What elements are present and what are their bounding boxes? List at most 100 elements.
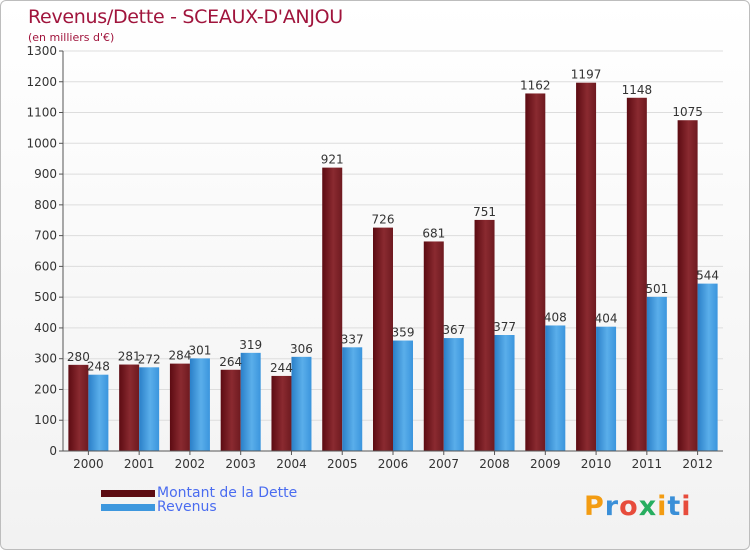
bar-revenus [189, 358, 210, 451]
bar-dette [322, 167, 343, 451]
y-tick-label: 0 [49, 444, 57, 458]
logo-letter: x [638, 491, 658, 522]
x-axis: 2000 2001 2002 2003 2004 2005 2006 2007 2008 2009… [63, 450, 723, 471]
bar-revenus [697, 283, 718, 451]
legend-swatch-revenus [101, 503, 155, 511]
bar-revenus [240, 352, 261, 451]
y-tick-label: 1300 [26, 44, 57, 58]
data-label-revenus: 301 [188, 343, 211, 357]
y-axis: 0 100 200 300 400 500 600 700 800 900 1000 1100 1200… [26, 44, 64, 458]
y-tick-label: 700 [34, 229, 57, 243]
data-label-revenus: 319 [239, 338, 262, 352]
x-tick-label: 2006 [378, 457, 409, 471]
data-label-dette: 244 [270, 361, 293, 375]
data-label-revenus: 404 [595, 312, 618, 326]
y-tick-label: 1100 [26, 106, 57, 120]
data-label-dette: 1148 [622, 83, 653, 97]
bar-revenus [291, 356, 312, 451]
bar-dette [119, 364, 140, 451]
y-tick-label: 500 [34, 290, 57, 304]
bar-dette [220, 369, 241, 451]
y-tick-label: 800 [34, 198, 57, 212]
bar-dette [576, 82, 597, 451]
bar-revenus [443, 338, 464, 451]
y-tick-label: 1200 [26, 75, 57, 89]
bar-revenus [342, 347, 363, 451]
bar-dette [525, 93, 546, 451]
data-label-revenus: 367 [442, 323, 465, 337]
data-label-dette: 921 [321, 153, 344, 167]
logo-letter: P [584, 491, 605, 522]
data-label-revenus: 359 [392, 326, 415, 340]
data-label-dette: 284 [168, 349, 191, 363]
bar-dette [373, 227, 393, 451]
bar-revenus [545, 325, 566, 451]
x-tick-label: 2002 [175, 457, 206, 471]
x-tick-label: 2008 [479, 457, 510, 471]
chart-title: Revenus/Dette - SCEAUX-D'ANJOU [28, 6, 343, 28]
legend-item-dette: Montant de la Dette [101, 485, 298, 501]
data-label-revenus: 544 [696, 269, 719, 283]
bar-dette [474, 219, 495, 451]
data-label-dette: 1075 [672, 105, 703, 119]
data-label-revenus: 337 [341, 332, 364, 346]
proxiti-logo: Proxiti [584, 491, 692, 522]
bar-dette [271, 375, 292, 451]
logo-letter: i [657, 491, 668, 522]
x-tick-label: 2011 [632, 457, 663, 471]
legend-label-dette: Montant de la Dette [157, 485, 298, 501]
logo-letter: o [619, 491, 639, 522]
legend: Montant de la Dette Revenus [101, 485, 298, 515]
chart-subtitle: (en milliers d'€) [28, 31, 115, 44]
legend-label-revenus: Revenus [157, 499, 217, 515]
x-tick-label: 2007 [428, 457, 459, 471]
bar-revenus [139, 367, 160, 451]
data-label-dette: 1162 [520, 78, 551, 92]
data-label-revenus: 377 [493, 320, 516, 334]
x-tick-label: 2003 [225, 457, 256, 471]
bar-revenus [646, 296, 667, 451]
x-tick-label: 2012 [682, 457, 713, 471]
logo-letter: r [604, 491, 620, 522]
x-tick-label: 2000 [73, 457, 104, 471]
data-label-revenus: 248 [87, 360, 110, 374]
legend-swatch-dette [101, 489, 155, 497]
y-tick-label: 400 [34, 321, 57, 335]
data-label-dette: 281 [118, 350, 141, 364]
bar-revenus [596, 326, 617, 451]
x-tick-label: 2001 [124, 457, 155, 471]
data-label-dette: 751 [473, 205, 496, 219]
x-tick-label: 2010 [581, 457, 612, 471]
data-label-dette: 681 [422, 226, 445, 240]
y-tick-label: 600 [34, 259, 57, 273]
y-tick-label: 200 [34, 382, 57, 396]
data-label-dette: 726 [372, 213, 395, 227]
y-tick-label: 1000 [26, 136, 57, 150]
bar-dette [626, 97, 647, 452]
data-label-dette: 264 [219, 355, 242, 369]
bar-revenus [393, 340, 413, 451]
data-label-revenus: 306 [290, 342, 313, 356]
logo-letter: i [681, 491, 692, 522]
x-tick-label: 2005 [327, 457, 358, 471]
y-tick-label: 100 [34, 413, 57, 427]
data-label-dette: 1197 [571, 68, 602, 82]
bar-dette [423, 241, 444, 451]
legend-item-revenus: Revenus [101, 499, 297, 515]
bar-dette [169, 363, 190, 451]
x-tick-label: 2009 [530, 457, 561, 471]
bar-dette [677, 120, 698, 451]
data-label-dette: 280 [67, 350, 90, 364]
x-tick-label: 2004 [276, 457, 307, 471]
bar-revenus [88, 374, 109, 451]
bar-revenus [494, 335, 515, 451]
data-label-revenus: 408 [544, 310, 567, 324]
data-label-revenus: 501 [645, 282, 668, 296]
bar-dette [68, 364, 89, 451]
y-tick-label: 900 [34, 167, 57, 181]
bars-layer [68, 82, 718, 452]
logo-letter: t [667, 491, 682, 522]
